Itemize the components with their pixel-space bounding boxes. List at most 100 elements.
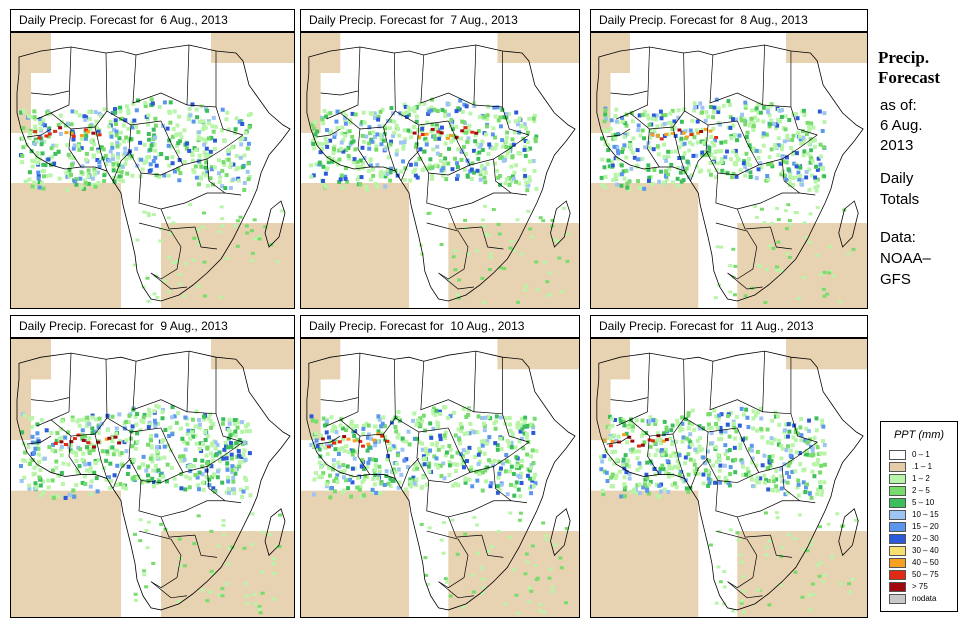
precip-cell xyxy=(788,171,793,176)
precip-cell xyxy=(109,134,114,139)
heavy-precip-cell xyxy=(59,440,64,444)
precip-cell xyxy=(196,514,201,518)
precip-cell xyxy=(105,452,110,457)
precip-cell xyxy=(373,115,377,120)
precip-cell xyxy=(713,138,718,143)
precip-cell xyxy=(30,158,35,163)
precip-cell xyxy=(480,470,485,475)
precip-cell xyxy=(419,463,424,468)
precip-cell xyxy=(71,488,76,493)
precip-cell xyxy=(821,166,826,170)
precip-cell xyxy=(475,249,479,253)
country-border xyxy=(616,353,650,427)
precip-cell xyxy=(177,599,182,603)
precip-cell xyxy=(182,128,187,133)
precip-cell xyxy=(124,135,129,140)
legend-swatch xyxy=(889,534,906,544)
precip-cell xyxy=(507,176,512,181)
precip-cell xyxy=(225,110,230,115)
precip-cell xyxy=(323,136,328,141)
precip-cell xyxy=(651,147,656,152)
precip-cell xyxy=(622,475,627,480)
precip-cell xyxy=(202,137,207,142)
precip-cell xyxy=(88,442,93,447)
precip-cell xyxy=(434,456,439,461)
heavy-precip-cell xyxy=(346,437,351,441)
precip-cell xyxy=(815,184,820,189)
precip-cell xyxy=(550,590,555,594)
country-border xyxy=(26,435,52,445)
precip-cell xyxy=(776,414,781,419)
precip-cell xyxy=(83,178,87,183)
precip-cell xyxy=(680,421,685,426)
precip-cell xyxy=(340,426,345,431)
heavy-precip-cell xyxy=(64,443,68,447)
precip-cell xyxy=(126,420,131,425)
precip-cell xyxy=(86,181,91,186)
country-border xyxy=(94,433,108,479)
precip-cell xyxy=(323,184,328,189)
precip-cell xyxy=(197,470,202,475)
precip-cell xyxy=(503,469,508,474)
precip-cell xyxy=(528,159,533,164)
precip-cell xyxy=(810,446,815,451)
precip-cell xyxy=(217,230,222,234)
precip-cell xyxy=(41,479,45,484)
precip-cell xyxy=(725,149,729,154)
precip-cell xyxy=(776,153,781,158)
precip-cell xyxy=(19,110,24,115)
precip-cell xyxy=(40,181,45,186)
precip-cell xyxy=(203,125,208,130)
precip-cell xyxy=(508,428,513,433)
precip-cell xyxy=(814,416,819,421)
precip-cell xyxy=(217,180,222,184)
precip-cell xyxy=(759,426,764,431)
precip-cell xyxy=(822,573,827,577)
precip-cell xyxy=(678,428,683,433)
precip-cell xyxy=(690,118,695,123)
precip-cell xyxy=(434,462,438,467)
precip-cell xyxy=(635,148,640,153)
precip-cell xyxy=(36,174,41,179)
precip-cell xyxy=(495,484,500,489)
precip-cell xyxy=(404,114,409,119)
legend-label: 15 – 20 xyxy=(912,522,939,531)
precip-cell xyxy=(695,119,700,124)
precip-cell xyxy=(222,139,226,144)
precip-cell xyxy=(271,557,276,561)
precip-cell xyxy=(162,100,167,105)
precip-cell xyxy=(774,477,779,482)
precip-cell xyxy=(210,167,214,172)
precip-cell xyxy=(740,599,745,603)
precip-cell xyxy=(769,118,774,123)
precip-cell xyxy=(640,430,645,435)
legend-label: 40 – 50 xyxy=(912,558,939,567)
precip-cell xyxy=(775,265,779,269)
precip-cell xyxy=(722,585,727,589)
precip-cell xyxy=(694,153,699,158)
precip-cell xyxy=(820,489,825,494)
precip-cell xyxy=(515,218,520,222)
country-border xyxy=(194,226,218,250)
precip-cell xyxy=(363,473,368,478)
country-border xyxy=(727,581,763,599)
dry-area xyxy=(591,183,699,308)
precip-cell xyxy=(207,483,212,488)
precip-cell xyxy=(110,142,114,147)
precip-cell xyxy=(190,158,195,163)
precip-cell xyxy=(68,155,73,160)
precip-cell xyxy=(348,478,352,483)
precip-cell xyxy=(479,566,484,570)
precip-cell xyxy=(153,116,158,121)
precip-cell xyxy=(681,475,686,480)
precip-cell xyxy=(703,153,708,158)
precip-cell xyxy=(257,607,262,611)
precip-cell xyxy=(469,167,474,172)
precip-cell xyxy=(177,178,182,183)
precip-cell xyxy=(481,224,486,228)
precip-cell xyxy=(160,474,165,479)
precip-cell xyxy=(698,448,703,453)
precip-cell xyxy=(38,467,43,473)
precip-cell xyxy=(783,422,788,427)
precip-cell xyxy=(684,166,689,171)
